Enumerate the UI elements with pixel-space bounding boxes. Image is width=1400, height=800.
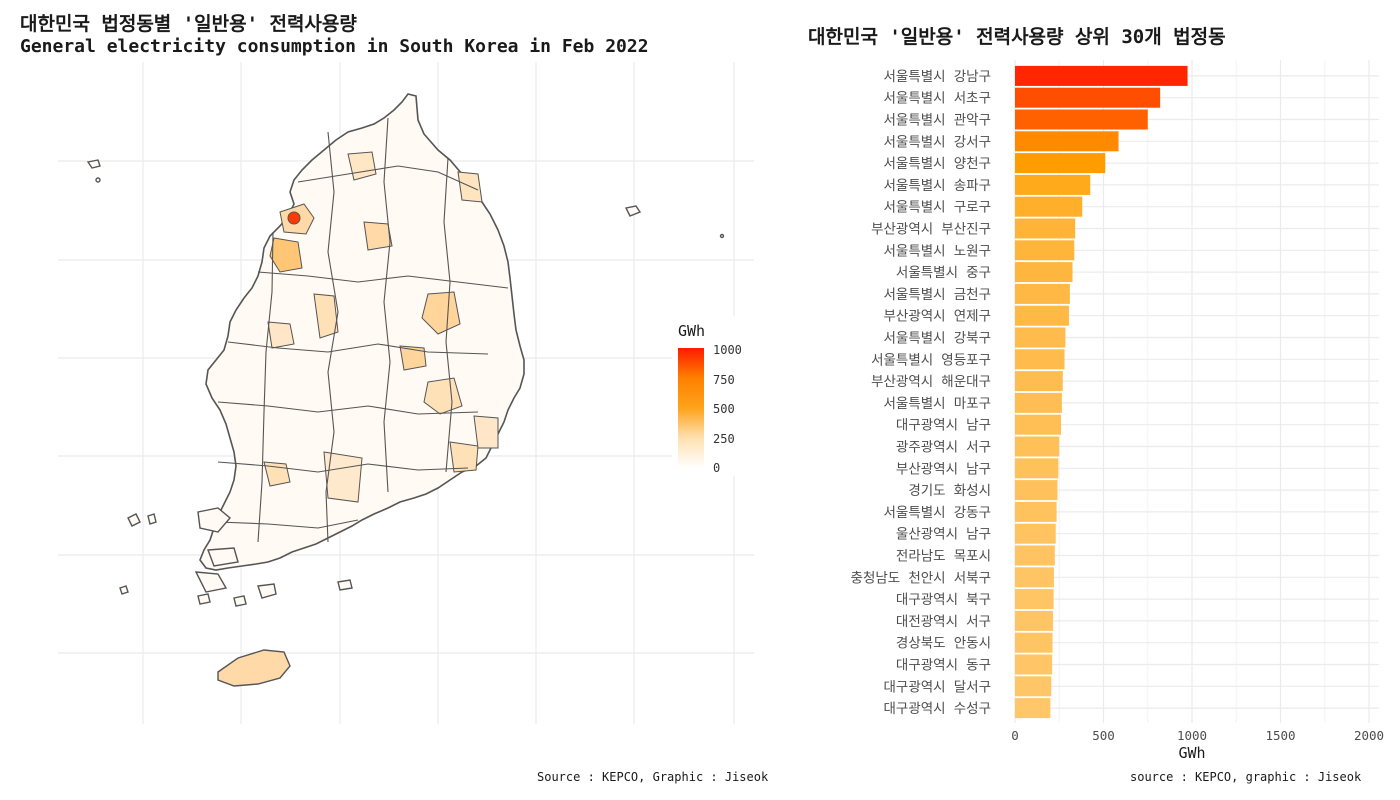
bar (1015, 436, 1060, 457)
bar-category-label: 대구광역시 수성구 (884, 701, 992, 717)
bar (1015, 567, 1054, 588)
bar-category-label: 대구광역시 남구 (896, 418, 991, 434)
bar-category-label: 서울특별시 관악구 (884, 113, 992, 129)
bar-x-tick-label: 1000 (1177, 728, 1207, 743)
bar-x-ticks: 0 500 1000 1500 2000 (1011, 728, 1384, 743)
bar-series (1015, 65, 1188, 719)
legend-title: GWh (678, 322, 705, 340)
bar (1015, 698, 1051, 719)
bar-category-label: 서울특별시 강동구 (884, 505, 992, 521)
bar-caption: source : KEPCO, graphic : Jiseok (1130, 770, 1362, 784)
bar (1015, 174, 1091, 195)
bar-x-tick-label: 2000 (1354, 728, 1384, 743)
bar-category-label: 경상북도 안동시 (896, 636, 991, 652)
bar-grid (1014, 60, 1379, 723)
bar-category-label: 충청남도 천안시 서북구 (851, 570, 991, 586)
bar (1015, 240, 1075, 261)
legend-tick-250: 250 (713, 432, 735, 446)
legend-colorbar (678, 348, 704, 468)
legend-tick-1000: 1000 (713, 343, 742, 357)
map-caption: Source : KEPCO, Graphic : Jiseok (537, 770, 769, 784)
map-title-english: General electricity consumption in South… (20, 36, 649, 57)
bar (1015, 654, 1053, 675)
bar-category-label: 서울특별시 영등포구 (871, 352, 991, 368)
bar (1015, 371, 1063, 392)
bar (1015, 153, 1106, 174)
bar (1015, 131, 1119, 152)
bar (1015, 65, 1188, 86)
bar-category-label: 서울특별시 중구 (896, 265, 991, 281)
bar-chart-title: 대한민국 '일반용' 전력사용량 상위 30개 법정동 (808, 26, 1226, 48)
bar-x-axis-label: GWh (1178, 744, 1205, 762)
bar-category-label: 울산광역시 남구 (896, 527, 991, 543)
map-legend: GWh 1000 750 500 250 0 (672, 316, 756, 476)
bar-category-label: 서울특별시 마포구 (884, 396, 992, 412)
bar-category-label: 서울특별시 서초구 (884, 91, 992, 107)
bar-x-tick-label: 0 (1011, 728, 1019, 743)
bar (1015, 87, 1161, 108)
map-panel: GWh 1000 750 500 250 0 (58, 62, 756, 724)
bar (1015, 109, 1148, 130)
bar-category-label: 서울특별시 강서구 (884, 134, 992, 150)
bar (1015, 196, 1083, 217)
bar (1015, 545, 1055, 566)
bar (1015, 327, 1066, 348)
bar-category-label: 경기도 화성시 (908, 483, 991, 499)
bar (1015, 610, 1054, 631)
bar-x-tick-label: 500 (1092, 728, 1115, 743)
bar-category-label: 광주광역시 서구 (896, 440, 991, 456)
bar-category-label: 부산광역시 남구 (896, 461, 991, 477)
bar-category-label: 서울특별시 금천구 (884, 287, 992, 303)
bar-category-label: 서울특별시 강북구 (884, 331, 992, 347)
bar-category-label: 서울특별시 송파구 (884, 178, 992, 194)
bar-category-label: 서울특별시 노원구 (884, 243, 992, 259)
bar-category-label: 부산광역시 연제구 (884, 309, 992, 325)
bar (1015, 305, 1069, 326)
bar (1015, 283, 1070, 304)
bar (1015, 262, 1073, 283)
bar-category-label: 서울특별시 구로구 (884, 200, 992, 216)
bar (1015, 218, 1076, 239)
bar-x-tick-label: 1500 (1265, 728, 1295, 743)
legend-tick-0: 0 (713, 461, 720, 475)
bar (1015, 414, 1062, 435)
islands (86, 159, 725, 687)
bar (1015, 458, 1059, 479)
bar (1015, 480, 1058, 501)
bar (1015, 392, 1062, 413)
bar (1015, 632, 1053, 653)
district-borders (217, 117, 509, 543)
bar-category-label: 대구광역시 동구 (896, 658, 991, 674)
bar-category-label: 전라남도 목포시 (896, 549, 991, 565)
korea-mainland (199, 93, 525, 571)
bar (1015, 589, 1054, 610)
bar (1015, 523, 1056, 544)
bar-category-label: 부산광역시 해운대구 (871, 374, 991, 390)
legend-tick-500: 500 (713, 402, 735, 416)
bar-category-label: 대구광역시 북구 (896, 592, 991, 608)
bar-category-label: 부산광역시 부산진구 (871, 222, 991, 238)
bar-category-label: 대전광역시 서구 (896, 614, 991, 630)
legend-tick-750: 750 (713, 373, 735, 387)
bar (1015, 501, 1057, 522)
bar (1015, 349, 1065, 370)
bar-category-label: 서울특별시 강남구 (884, 69, 992, 85)
bar-category-label: 대구광역시 달서구 (884, 679, 992, 695)
bar (1015, 676, 1052, 697)
bar-category-label: 서울특별시 양천구 (884, 156, 992, 172)
map-title-korean: 대한민국 법정동별 '일반용' 전력사용량 (20, 13, 357, 35)
